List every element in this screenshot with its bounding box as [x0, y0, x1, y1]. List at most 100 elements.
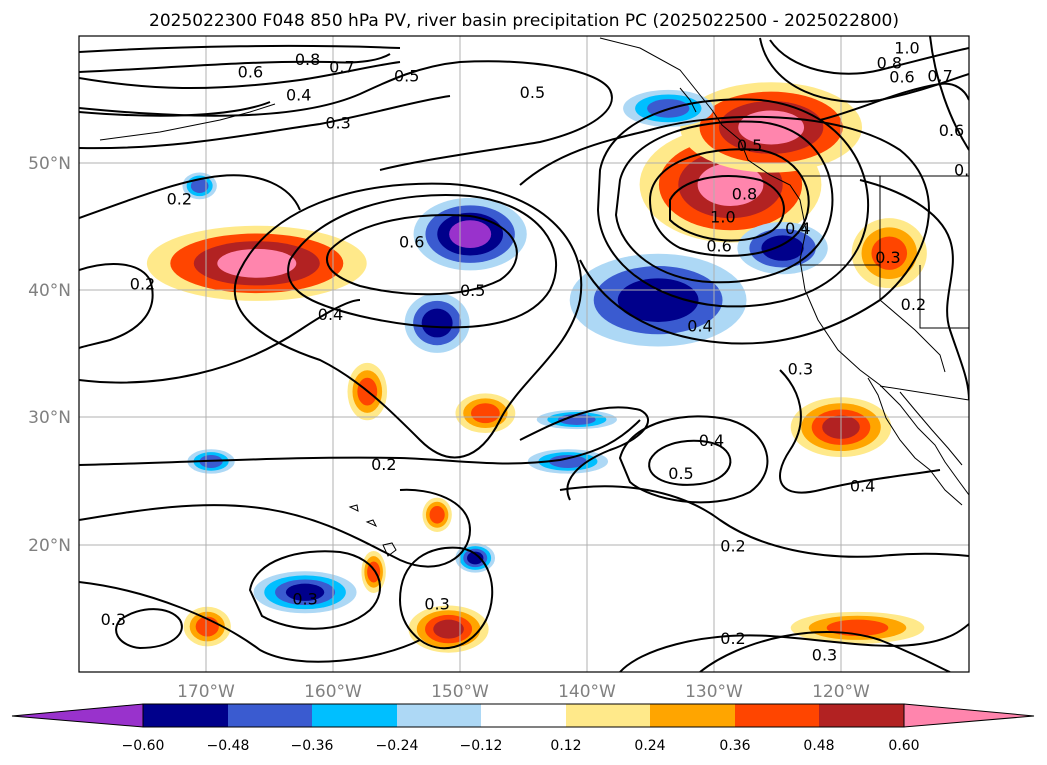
- contour-label: 0.2: [167, 190, 192, 209]
- contour-label: 1.0: [710, 207, 735, 226]
- shaded-region-pink-north-pacific-west: [146, 225, 367, 301]
- coastline-north-america-west: [599, 37, 969, 496]
- contour-label: 0.8: [877, 54, 902, 73]
- shading-contour-level: [429, 505, 445, 524]
- lon-tick-label: 140°W: [558, 682, 616, 702]
- map-frame: [78, 35, 970, 673]
- lat-tick-label: 50°N: [28, 154, 71, 174]
- lat-tick-label: 30°N: [28, 408, 71, 428]
- contour-east-0-6-vertical: [929, 36, 969, 151]
- lon-tick-label: 170°W: [177, 682, 235, 702]
- colorbar-bin: [650, 704, 735, 727]
- shading-contour-level: [761, 235, 804, 261]
- contour-label: 0.7: [329, 58, 354, 77]
- contour-label: 0.2: [130, 275, 155, 294]
- colorbar-extend-low: [11, 703, 144, 728]
- contour-low-0-6: [614, 120, 834, 284]
- colorbar-bin: [228, 704, 312, 727]
- lon-tick-labels: 170°W 160°W 150°W 140°W 130°W 120°W: [177, 682, 870, 702]
- shaded-region-red-west-13n: [183, 606, 231, 647]
- contour-southeast-0-2: [619, 623, 969, 672]
- colorbar-bin: [819, 704, 904, 727]
- contour-label: 0.4: [785, 219, 810, 238]
- shaded-region-pink-bc-coast: [680, 82, 863, 173]
- coastlines: [99, 37, 969, 557]
- shading-contour-level: [421, 308, 453, 338]
- lon-tick-label: 130°W: [685, 682, 743, 702]
- colorbar-tick-label: −0.24: [376, 738, 419, 754]
- lon-tick-label: 150°W: [431, 682, 489, 702]
- shading-contour-level: [617, 278, 699, 322]
- lon-tick-label: 160°W: [304, 682, 362, 702]
- contour-mid-0-3: [519, 406, 650, 501]
- contour-low-0-8: [648, 148, 810, 257]
- shading-contour-level: [471, 403, 500, 424]
- shading-contour-level: [285, 583, 325, 601]
- contour-northeast-1-0: [769, 39, 969, 75]
- contour-southwest-0-3: [79, 488, 472, 568]
- contour-southwest-0-3-bottom: [115, 608, 183, 650]
- contour-label: 0.5: [394, 66, 419, 85]
- contour-east-0-2: [559, 485, 969, 558]
- colorbar-bin: [143, 704, 228, 727]
- contour-north-0-7: [79, 44, 401, 53]
- contour-west-0-2-upper: [79, 174, 301, 219]
- contour-southeast-0-3: [699, 631, 951, 672]
- contour-label: 0.6: [238, 63, 263, 82]
- coastline-baja-california: [867, 377, 963, 506]
- colorbar-bin: [397, 704, 481, 727]
- contour-northeast-0-8: [759, 37, 969, 103]
- contour-label: 0.4: [286, 85, 311, 104]
- shaded-region-red-south-21n: [422, 497, 452, 532]
- colorbar-tick-label: 0.60: [888, 738, 919, 754]
- border-us-mexico: [879, 385, 969, 401]
- shading-contour-level: [549, 454, 587, 468]
- contour-mid-0-2: [79, 419, 641, 466]
- shading-contour-level: [449, 220, 492, 249]
- contour-west-0-2-lower: [79, 263, 154, 349]
- shading-contour-level: [467, 551, 484, 565]
- shaded-region-blue-west-16n: [253, 571, 357, 614]
- shading-contour-level: [433, 619, 464, 639]
- colorbar-extend-high: [903, 703, 1035, 728]
- lat-tick-labels: 50°N 40°N 30°N 20°N: [28, 154, 71, 556]
- lat-tick-label: 20°N: [28, 536, 71, 556]
- contour-label: 0.3: [292, 590, 317, 609]
- contour-low-center-1-0: [669, 175, 785, 242]
- colorbar-bin: [566, 704, 650, 727]
- contour-label: 0.4: [687, 317, 712, 336]
- contour-northeast-0-6: [819, 82, 969, 121]
- contour-label: 0.5: [520, 83, 545, 102]
- contour-north-0-6: [79, 61, 401, 90]
- coastline-hawaii-maui: [365, 519, 378, 528]
- contour-low-0-4: [519, 115, 930, 345]
- shading-contour-level: [217, 248, 297, 278]
- colorbar-tick-label: 0.36: [719, 738, 750, 754]
- contour-east-0-5-small: [648, 439, 732, 486]
- contour-central-0-4: [233, 182, 583, 459]
- contour-label: 0.: [954, 160, 969, 179]
- contour-label: 0.4: [318, 305, 343, 324]
- contour-label: 1.0: [894, 38, 919, 57]
- colorbar-bin: [481, 704, 566, 727]
- contour-label: 0.6: [889, 68, 914, 87]
- contour-low-0-5: [596, 98, 870, 308]
- contour-east-0-2-coastal: [859, 179, 969, 401]
- lat-tick-label: 40°N: [28, 281, 71, 301]
- shaded-region-red-east-13n: [790, 611, 925, 644]
- contour-east-0-3: [779, 369, 941, 494]
- colorbar-tick-label: 0.24: [634, 738, 665, 754]
- contour-central-0-5: [287, 193, 558, 329]
- border-state-oregon: [879, 176, 969, 329]
- contour-central-high-0-6: [325, 214, 518, 296]
- contour-label: 0.3: [325, 113, 350, 132]
- coastline-aleutian-islands: [99, 103, 276, 141]
- contour-label: 0.4: [850, 477, 875, 496]
- map-panel: 0.8 0.70.6 0.50.40.30.51.00.80.70.60.60.0.…: [79, 36, 969, 672]
- colorbar-bin: [735, 704, 819, 727]
- lon-tick-label: 120°W: [812, 682, 870, 702]
- shading-contour-level: [190, 178, 209, 193]
- contour-labels: 0.8 0.70.6 0.50.40.30.51.00.80.70.60.60.0.…: [101, 38, 969, 664]
- contour-label: 0.2: [720, 629, 745, 648]
